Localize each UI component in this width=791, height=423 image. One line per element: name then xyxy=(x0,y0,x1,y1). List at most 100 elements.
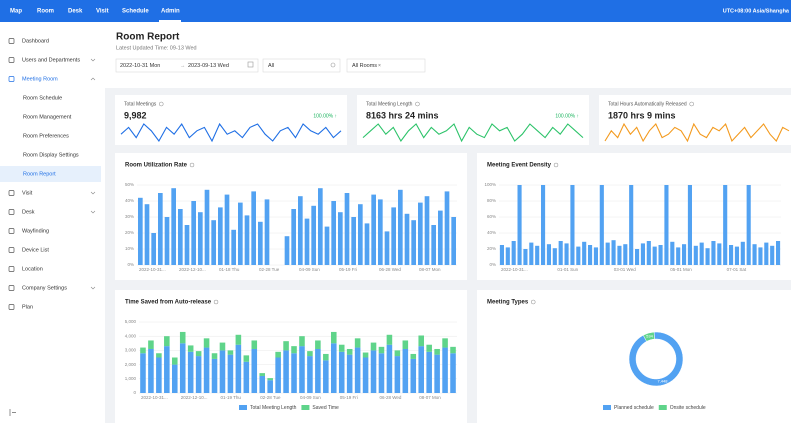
bar xyxy=(351,217,356,265)
bar-segment xyxy=(259,376,265,393)
building-value[interactable]: All xyxy=(268,63,274,69)
menu-item[interactable]: Meeting Room xyxy=(22,76,58,82)
y-tick-label: 100% xyxy=(484,182,496,187)
bar xyxy=(325,227,330,265)
bar-segment xyxy=(315,349,321,393)
bar-segment xyxy=(410,359,416,393)
bar-segment xyxy=(434,355,440,393)
timezone[interactable]: UTC+08:00 Asia/Shangha xyxy=(723,8,790,14)
bar xyxy=(758,247,762,265)
nav-item[interactable]: Desk xyxy=(68,9,83,15)
chart-title: Meeting Types xyxy=(487,300,529,306)
clear-rooms[interactable]: × xyxy=(378,63,381,69)
nav-item[interactable]: Visit xyxy=(96,9,109,15)
bar xyxy=(258,222,263,265)
end-date[interactable]: 2023-09-13 Wed xyxy=(188,63,229,69)
bar xyxy=(617,246,621,265)
stat-change: 100.00% ↑ xyxy=(313,113,337,119)
x-tick-label: 05-01 Mon xyxy=(670,267,692,272)
stat-change: 100.00% ↑ xyxy=(555,113,579,119)
bar-segment xyxy=(220,350,226,393)
bar xyxy=(238,203,243,265)
bar xyxy=(198,212,203,265)
y-tick-label: 20% xyxy=(487,246,496,251)
bar xyxy=(205,190,210,265)
legend-label[interactable]: Total Meeting Length xyxy=(250,405,297,411)
nav-item[interactable]: Admin xyxy=(161,9,180,15)
bar-segment xyxy=(363,358,369,394)
y-tick-label: 2,000 xyxy=(125,362,137,367)
legend-swatch xyxy=(239,405,247,410)
bar xyxy=(582,242,586,265)
donut-label: 7,448 xyxy=(657,379,668,384)
x-tick-label: 2022-10-31... xyxy=(139,267,166,272)
x-tick-label: 2022-12-10... xyxy=(179,267,206,272)
donut-label: 534 xyxy=(646,333,653,338)
bar-segment xyxy=(426,345,432,352)
building-select[interactable] xyxy=(263,59,340,72)
bar xyxy=(553,248,557,265)
x-tick-label: 02-28 Tue xyxy=(260,395,281,400)
bar-segment xyxy=(418,335,424,346)
legend-label[interactable]: Planned schedule xyxy=(614,405,654,411)
bar-segment xyxy=(426,352,432,393)
bar xyxy=(523,249,527,265)
bar xyxy=(331,201,336,265)
bar-segment xyxy=(355,348,361,393)
submenu-item[interactable]: Room Display Settings xyxy=(23,152,79,158)
bar-segment xyxy=(291,353,297,393)
bar-segment xyxy=(307,351,313,356)
bar xyxy=(391,207,396,265)
bar-segment xyxy=(403,349,409,393)
bar xyxy=(378,199,383,265)
start-date[interactable]: 2022-10-31 Mon xyxy=(120,63,160,69)
nav-item[interactable]: Room xyxy=(37,9,54,15)
bar-segment xyxy=(244,362,250,393)
x-tick-label: 07-01 Sat xyxy=(727,267,747,272)
bar xyxy=(753,244,757,265)
bar xyxy=(770,246,774,265)
nav-item[interactable]: Schedule xyxy=(122,9,149,15)
menu-item[interactable]: Wayfinding xyxy=(22,228,49,234)
bar xyxy=(635,249,639,265)
stat-label: Total Meetings xyxy=(124,101,157,107)
bar xyxy=(606,243,610,265)
menu-item[interactable]: Plan xyxy=(22,304,33,310)
bar-segment xyxy=(395,350,401,356)
x-tick-label: 02-28 Tue xyxy=(259,267,280,272)
menu-item[interactable]: Dashboard xyxy=(22,38,49,44)
bar xyxy=(700,243,704,265)
menu-item[interactable]: Device List xyxy=(22,247,49,253)
legend-swatch xyxy=(659,405,667,410)
submenu-item[interactable]: Room Report xyxy=(23,171,56,177)
menu-item[interactable]: Desk xyxy=(22,209,35,215)
menu-item[interactable]: Location xyxy=(22,266,43,272)
bar xyxy=(500,245,504,265)
bar-segment xyxy=(347,355,353,393)
bar xyxy=(647,241,651,265)
menu-item[interactable]: Users and Departments xyxy=(22,57,80,63)
legend-label[interactable]: Saved Time xyxy=(312,405,339,411)
bar xyxy=(588,245,592,265)
submenu-item[interactable]: Room Preferences xyxy=(23,133,69,139)
nav-item[interactable]: Map xyxy=(10,9,22,15)
submenu-item[interactable]: Room Schedule xyxy=(23,95,62,101)
bar xyxy=(178,209,183,265)
bar xyxy=(385,231,390,265)
bar-segment xyxy=(212,353,218,359)
bar-segment xyxy=(212,359,218,393)
submenu-item[interactable]: Room Management xyxy=(23,114,72,120)
legend-label[interactable]: Onsite schedule xyxy=(670,405,706,411)
bar xyxy=(735,247,739,265)
menu-item[interactable]: Visit xyxy=(22,190,33,196)
bar-segment xyxy=(196,351,202,356)
bar-segment xyxy=(267,380,273,393)
rooms-value[interactable]: All Rooms xyxy=(352,63,377,69)
y-tick-label: 50% xyxy=(125,182,134,187)
bar xyxy=(225,195,230,265)
menu-item[interactable]: Company Settings xyxy=(22,285,67,291)
bar-segment xyxy=(140,353,146,393)
legend-swatch xyxy=(301,405,309,410)
stat-value: 8163 hrs 24 mins xyxy=(366,110,439,120)
